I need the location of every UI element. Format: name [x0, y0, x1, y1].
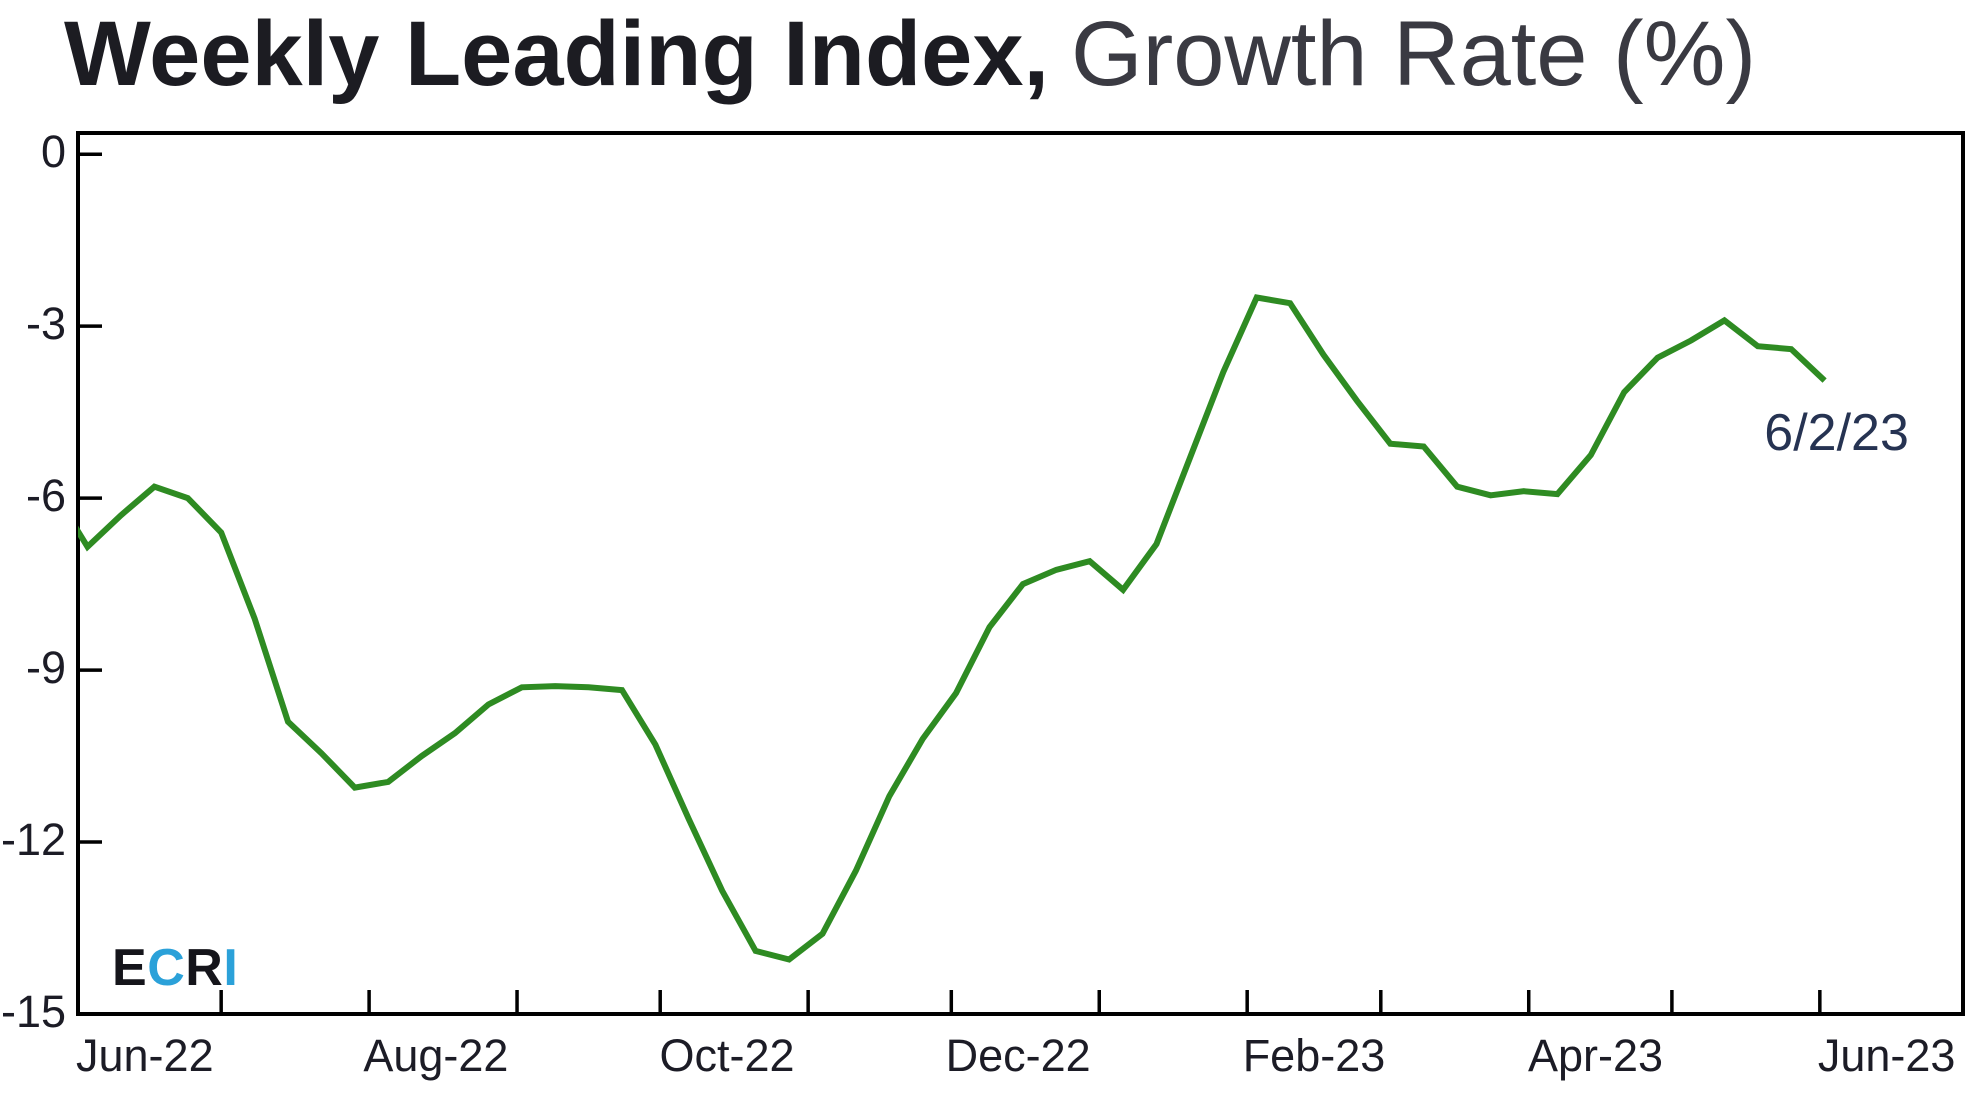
x-tick-label: Jun-23 — [1817, 1030, 1956, 1081]
y-tick-label: -15 — [0, 985, 66, 1037]
ecri-logo-letter: E — [112, 939, 148, 997]
ecri-logo-letter: C — [147, 939, 186, 997]
x-tick-label: Feb-23 — [1242, 1030, 1386, 1081]
y-tick-label: -9 — [25, 641, 66, 693]
y-tick-label: -12 — [0, 813, 66, 865]
chart-title-sub: Growth Rate (%) — [1071, 3, 1757, 105]
x-tick-label: Dec-22 — [945, 1030, 1091, 1081]
ecri-logo-letter: R — [185, 939, 224, 997]
last-value-label: 6/2/23 — [1764, 403, 1909, 462]
x-tick-label: Jun-22 — [76, 1030, 214, 1081]
x-tick-label: Apr-23 — [1527, 1030, 1664, 1081]
y-tick-label: -3 — [25, 298, 66, 350]
chart-title-main: Weekly Leading Index, — [64, 3, 1050, 105]
y-tick-label: 0 — [40, 126, 66, 178]
y-tick-label: -6 — [25, 470, 66, 522]
plot-border — [76, 131, 1965, 1016]
x-tick-label: Aug-22 — [363, 1030, 509, 1081]
ecri-logo-letter: I — [223, 939, 239, 997]
chart-title: Weekly Leading Index, Growth Rate (%) — [64, 2, 1756, 107]
x-tick-label: Oct-22 — [659, 1030, 795, 1081]
wli-growth-line — [78, 294, 1827, 963]
ecri-logo: ECRI — [112, 938, 238, 998]
